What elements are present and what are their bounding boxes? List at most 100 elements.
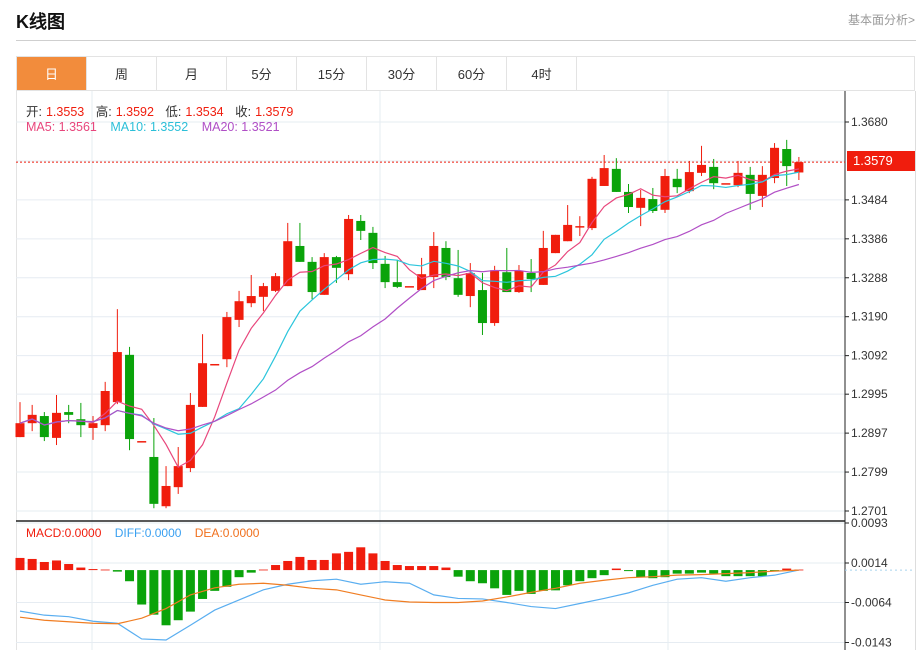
candle-body [453,278,463,295]
macd-bar [757,570,767,577]
candle-body [563,224,573,242]
macd-bar [684,570,694,574]
ohlc-info: 开: 1.3553 高: 1.3592 低: 1.3534 收: 1.3579 [26,101,301,120]
macd-bar [64,564,74,571]
price-tick-label: 1.3386 [851,232,888,246]
candle-body [770,147,780,179]
high-label: 高: [95,105,112,119]
ma5-line [19,168,799,469]
candle-body [648,199,658,212]
candle-body [356,220,366,231]
candle-body [198,363,208,407]
close-value: 1.3579 [255,105,294,119]
tab-30min[interactable]: 30分 [367,57,437,90]
macd-bar [782,568,792,571]
tab-5min[interactable]: 5分 [227,57,297,90]
tab-day[interactable]: 日 [17,57,87,90]
macd-bar [404,566,414,571]
macd-tick-label: -0.0064 [851,596,892,610]
macd-info: MACD:0.0000 DIFF:0.0000 DEA:0.0000 [26,526,263,540]
candle-body [283,241,293,287]
ma20-line [19,183,800,432]
candle-body [88,423,98,428]
macd-bar [624,570,633,572]
low-label: 低: [165,105,182,119]
macd-tick-label: -0.0143 [851,636,892,650]
macd-bar [526,570,536,594]
current-price-label: 1.3579 [847,151,915,171]
candle-body [173,466,183,488]
candle-body [757,174,767,196]
macd-bar [380,560,390,571]
tab-4hour[interactable]: 4时 [507,57,577,90]
high-value: 1.3592 [115,105,154,119]
tab-week[interactable]: 周 [87,57,157,90]
candle-body [636,197,646,208]
candle-body [149,456,159,504]
macd-bar [234,570,244,578]
candle-body [319,257,329,295]
chart-area[interactable] [16,91,916,650]
tab-month[interactable]: 月 [157,57,227,90]
candle-body [380,263,390,283]
macd-bar [100,569,110,571]
candle-body [331,257,341,268]
page-title: K线图 [16,12,65,32]
candle-body [185,404,195,469]
candle-body [295,245,305,262]
macd-bar [417,566,427,571]
macd-bar [429,566,439,571]
candle-body [684,172,694,192]
candle-body [344,218,354,275]
candle-body [782,149,792,167]
candle-body [441,247,451,277]
ma10-value: MA10: 1.3552 [110,120,189,134]
candle-body [587,178,597,229]
macd-bar [125,570,135,582]
candle-body [721,183,731,185]
macd-bar [210,570,220,591]
macd-bar [319,559,329,571]
macd-bar [76,567,86,571]
macd-bar [490,570,500,589]
macd-bar [137,570,147,605]
macd-bar [575,570,585,582]
macd-bar [307,559,317,571]
macd-bar [392,565,402,571]
candle-body [550,234,560,254]
price-tick-label: 1.3484 [851,193,888,207]
macd-bar [15,557,25,571]
macd-bar [185,570,195,612]
macd-bar [283,560,293,571]
candle-body [52,412,62,438]
candle-body [64,412,74,415]
macd-bar [697,570,707,573]
macd-bar [453,570,463,577]
macd-tick-label: 0.0014 [851,556,888,570]
ma10-line [19,171,800,435]
candle-body [222,317,232,360]
candle-body [125,354,135,440]
candle-body [210,363,220,366]
price-tick-label: 1.3288 [851,271,888,285]
macd-bar [246,570,256,573]
candle-body [112,352,122,403]
macd-bar [271,565,281,571]
fundamental-analysis-link[interactable]: 基本面分析> [847,13,915,27]
tab-15min[interactable]: 15分 [297,57,367,90]
candle-body [599,168,609,186]
ma5-value: MA5: 1.3561 [26,120,97,134]
macd-bar [636,570,646,578]
macd-bar [550,570,560,591]
candle-body [526,272,536,279]
macd-tick-label: 0.0093 [851,516,888,530]
ma-info: MA5: 1.3561 MA10: 1.3552 MA20: 1.3521 [26,120,284,134]
candle-body [392,282,402,287]
candle-body [234,301,244,320]
candle-body [417,274,427,291]
macd-bar [794,569,804,571]
candle-body [477,290,487,324]
tab-60min[interactable]: 60分 [437,57,507,90]
macd-bar [465,570,475,582]
